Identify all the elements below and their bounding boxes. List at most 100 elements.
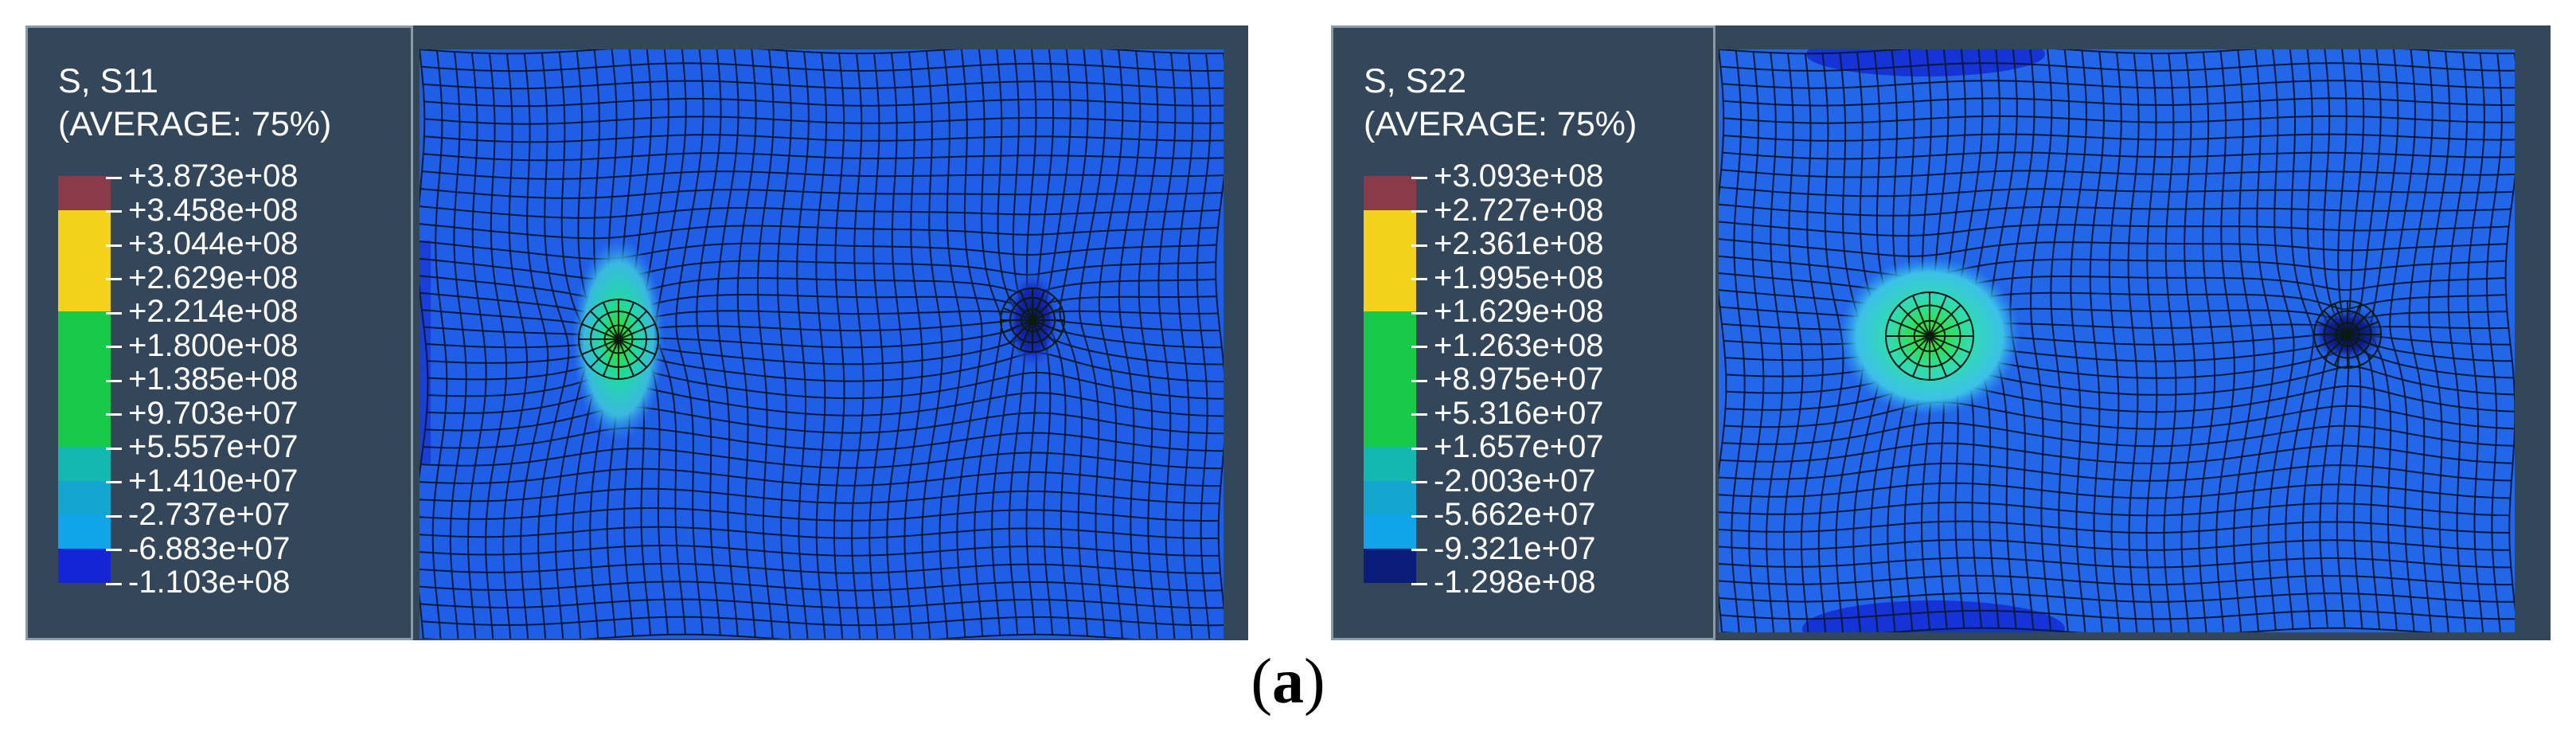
mesh-spoke	[1929, 319, 1971, 337]
legend-swatch	[58, 480, 111, 515]
legend-value: -9.321e+07	[1411, 531, 1596, 566]
mesh-spoke	[2323, 334, 2348, 359]
mesh-line	[1215, 53, 1224, 612]
mesh-line	[696, 49, 722, 635]
mesh-line	[2050, 49, 2071, 632]
hotspot-mesh-star	[1885, 291, 1974, 381]
legend-swatch	[58, 514, 111, 549]
hotspot-mesh-star	[578, 299, 659, 380]
mesh-spoke	[2347, 334, 2379, 349]
mesh-spoke	[618, 338, 635, 377]
mesh-spoke	[2347, 334, 2362, 366]
legend-value: +1.629e+08	[1411, 294, 1604, 329]
mesh-line	[423, 633, 1136, 639]
mesh-ring	[1021, 308, 1044, 332]
mesh-line	[736, 49, 757, 638]
legend-swatch	[1364, 277, 1416, 312]
legend-swatch	[58, 413, 111, 448]
mesh-spoke	[1898, 335, 1930, 368]
coldspot-mesh-star	[1000, 287, 1065, 353]
mesh-line	[431, 50, 448, 639]
mesh-line	[2389, 49, 2416, 632]
legend-value: -2.737e+07	[106, 497, 291, 532]
legend-swatch	[1364, 345, 1416, 380]
mesh-spoke	[581, 323, 619, 340]
legend-value: +1.657e+07	[1411, 429, 1604, 464]
mesh-line	[776, 50, 792, 639]
mesh-line	[2215, 51, 2235, 632]
legend-swatch	[58, 311, 111, 346]
mesh-spoke	[1888, 319, 1930, 337]
legend-swatch	[58, 209, 111, 244]
left-edge-strip	[420, 240, 431, 463]
mesh-spoke	[1032, 319, 1046, 350]
mesh-line	[1766, 52, 1784, 632]
mesh-ring	[2323, 310, 2372, 359]
mesh-line	[420, 49, 1224, 55]
legend-value: +1.410e+07	[106, 463, 299, 499]
legend-swatch	[1364, 379, 1416, 413]
legend-swatch	[58, 447, 111, 481]
legend-swatch	[1364, 209, 1416, 244]
mesh-line	[2089, 51, 2105, 632]
legend-swatch	[1364, 413, 1416, 448]
deformed-mesh-s22	[1719, 49, 2515, 632]
mesh-line	[2070, 50, 2088, 632]
mesh-spoke	[2316, 320, 2348, 335]
mesh-line	[886, 53, 904, 639]
mesh-line	[2163, 53, 2177, 632]
contour-plot-s22: S, S22 (AVERAGE: 75%) +3.093e+08 +2.727e+…	[1331, 25, 2551, 640]
mesh-spoke	[602, 302, 619, 340]
mesh-spoke	[1009, 296, 1033, 321]
mesh-line	[939, 49, 963, 639]
mesh-line	[675, 49, 704, 635]
bottom-contact-zone	[1802, 600, 2065, 632]
mesh-line	[2030, 49, 2053, 631]
legend-value: +9.703e+07	[106, 396, 299, 431]
mesh-line	[1078, 49, 1107, 638]
mesh-spoke	[602, 338, 619, 377]
mesh-spoke	[1019, 319, 1033, 350]
legend-swatch	[1364, 244, 1416, 278]
legend-value: +2.727e+08	[1411, 193, 1604, 228]
legend-swatch	[1364, 447, 1416, 481]
legend-value: +1.995e+08	[1411, 260, 1604, 295]
mesh-spoke	[2323, 310, 2348, 335]
mesh-spoke	[1929, 335, 1961, 368]
mesh-spoke	[1032, 319, 1063, 334]
mesh-line	[2408, 49, 2434, 632]
mesh-line	[2198, 52, 2216, 632]
legend-s11: S, S11 (AVERAGE: 75%) +3.873e+08 +3.458e+…	[25, 25, 413, 640]
mesh-line	[2267, 49, 2295, 631]
mesh-line	[2447, 52, 2469, 632]
mesh-line	[485, 53, 508, 639]
mesh-line	[2428, 51, 2451, 632]
legend-value: -5.662e+07	[1411, 497, 1596, 532]
mesh-ring	[590, 311, 647, 368]
mesh-line	[904, 52, 923, 639]
mesh-line	[716, 49, 740, 636]
mesh-spoke	[1898, 304, 1930, 337]
legend-swatch	[1364, 480, 1416, 515]
mesh-line	[1138, 51, 1159, 639]
mesh-line	[833, 53, 845, 639]
mesh-line	[1801, 53, 1824, 632]
mesh-line	[1748, 51, 1765, 632]
legend-value: +1.263e+08	[1411, 328, 1604, 363]
legend-value: +3.458e+08	[106, 193, 299, 228]
mesh-line	[449, 51, 467, 639]
mesh-spoke	[618, 323, 656, 340]
mesh-line	[1719, 49, 1727, 632]
mesh-line	[2145, 53, 2158, 632]
mesh-spoke	[589, 310, 619, 340]
mesh-ring	[1898, 304, 1961, 368]
legend-value: +8.975e+07	[1411, 362, 1604, 397]
mesh-spoke	[1019, 290, 1033, 321]
mesh-spoke	[581, 338, 619, 356]
mesh-line	[1731, 50, 1746, 632]
legend-value: +3.873e+08	[106, 158, 299, 194]
mesh-spoke	[1929, 335, 1947, 377]
mesh-line	[815, 52, 828, 639]
caption-letter: a	[1272, 647, 1304, 717]
mesh-line	[2233, 49, 2255, 632]
